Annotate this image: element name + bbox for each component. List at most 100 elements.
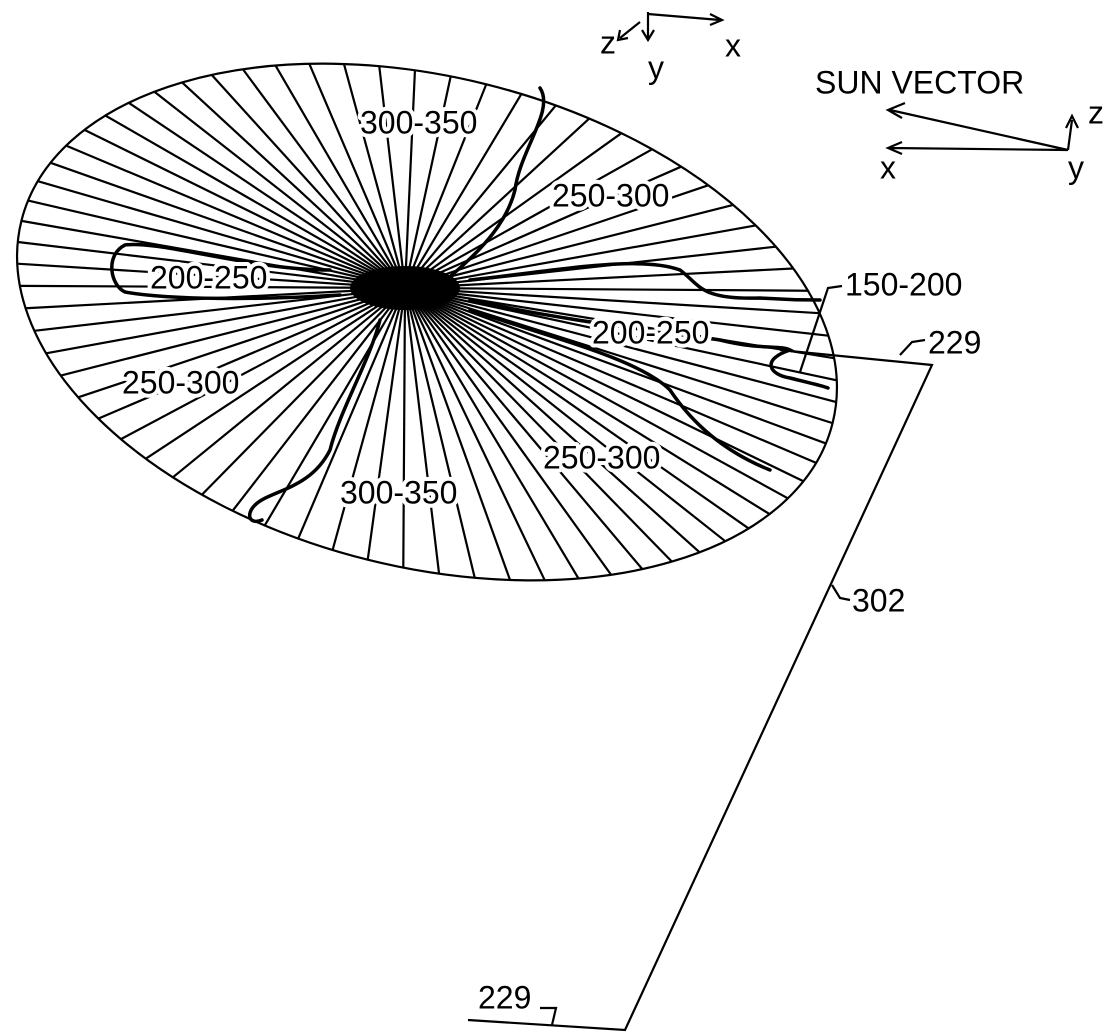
radial-line xyxy=(153,90,406,289)
axis-label: z xyxy=(600,24,616,60)
radial-line xyxy=(83,128,406,289)
hub xyxy=(350,266,460,310)
radial-line xyxy=(404,286,808,292)
zone-label: 200-250 xyxy=(150,259,267,295)
zone-label: 250-300 xyxy=(543,439,660,475)
zone-label: 150-200 xyxy=(845,266,962,302)
contour-line xyxy=(468,308,772,472)
radial-line xyxy=(50,161,406,290)
radial-line xyxy=(404,287,546,581)
radial-line xyxy=(378,66,407,289)
radial-line xyxy=(403,287,441,574)
axis-label: y xyxy=(648,49,664,85)
axis-label: x xyxy=(880,149,896,185)
radial-line xyxy=(403,70,417,289)
radial-line xyxy=(402,287,407,568)
zone-label: 250-300 xyxy=(122,364,239,400)
zone-label: 250-300 xyxy=(552,177,669,213)
radial-line xyxy=(60,286,406,377)
radial-line xyxy=(404,287,726,543)
radial-line xyxy=(403,83,488,289)
radial-line xyxy=(404,286,833,425)
contour-line xyxy=(468,298,830,390)
leader-line xyxy=(798,284,843,373)
radial-line xyxy=(404,148,653,289)
radial-line xyxy=(404,287,673,563)
radial-line xyxy=(404,287,750,530)
radial-line xyxy=(404,132,623,289)
radial-line xyxy=(34,286,406,332)
radial-line xyxy=(404,287,580,579)
leader-line xyxy=(540,1006,558,1026)
radial-line xyxy=(45,286,406,355)
reference-numeral: 302 xyxy=(852,582,905,618)
zone-label: 300-350 xyxy=(340,474,457,510)
reference-numeral: 229 xyxy=(478,979,531,1015)
radial-line xyxy=(128,101,406,289)
radial-line xyxy=(308,63,407,289)
radial-line xyxy=(210,74,406,289)
radial-line xyxy=(404,287,644,570)
radial-line xyxy=(404,287,789,500)
radial-line xyxy=(404,93,523,289)
axis-label: z xyxy=(1088,94,1104,130)
support-frame xyxy=(467,348,934,1032)
radial-line xyxy=(404,286,820,315)
radial-line xyxy=(404,286,817,464)
zone-label: 300-350 xyxy=(360,104,477,140)
radial-line xyxy=(404,286,837,404)
radial-line xyxy=(404,104,557,289)
contour-line xyxy=(247,318,382,523)
radial-line xyxy=(242,68,406,289)
radial-line xyxy=(172,287,406,479)
contour-line xyxy=(438,86,546,287)
radial-line xyxy=(404,286,837,382)
axis-label: y xyxy=(1068,149,1084,185)
radial-line xyxy=(145,287,406,460)
radial-line xyxy=(403,287,476,579)
radial-line xyxy=(404,117,590,289)
radial-line xyxy=(342,63,407,289)
radial-line xyxy=(231,287,406,512)
radial-line xyxy=(331,287,407,551)
sun-vector-label: SUN VECTOR xyxy=(815,64,1024,100)
radial-line xyxy=(120,287,406,441)
radial-line xyxy=(404,287,612,576)
radial-lines xyxy=(17,63,837,581)
radial-line xyxy=(404,287,804,483)
radial-line xyxy=(366,287,407,560)
radial-line xyxy=(404,165,682,290)
dish-outline xyxy=(16,62,838,582)
zone-label: 200-250 xyxy=(592,314,709,350)
axis-label: x xyxy=(725,27,741,63)
radial-line xyxy=(65,144,406,290)
radial-line xyxy=(104,114,406,289)
radial-line xyxy=(404,203,734,290)
contour-line xyxy=(110,242,342,301)
radial-line xyxy=(404,286,829,337)
radial-line xyxy=(17,240,406,290)
contour-line xyxy=(468,261,822,302)
radial-line xyxy=(404,286,827,445)
leader-line xyxy=(831,584,851,602)
radial-line xyxy=(181,81,406,289)
radial-line xyxy=(297,287,407,539)
radial-line xyxy=(404,287,771,516)
sun-vector-arrows xyxy=(885,101,1079,156)
radial-line xyxy=(403,287,512,581)
radial-line xyxy=(404,267,794,290)
radial-line xyxy=(27,199,406,290)
axis-triad xyxy=(616,12,725,43)
radial-line xyxy=(274,65,406,289)
radial-line xyxy=(201,287,406,496)
radial-line xyxy=(97,286,406,420)
radial-line xyxy=(404,224,756,290)
radial-line xyxy=(37,180,406,290)
reference-numeral: 229 xyxy=(928,324,981,360)
radial-line xyxy=(17,262,406,290)
radial-line xyxy=(263,287,406,527)
radial-line xyxy=(404,287,701,554)
leader-line xyxy=(899,338,926,356)
radial-line xyxy=(403,76,452,289)
